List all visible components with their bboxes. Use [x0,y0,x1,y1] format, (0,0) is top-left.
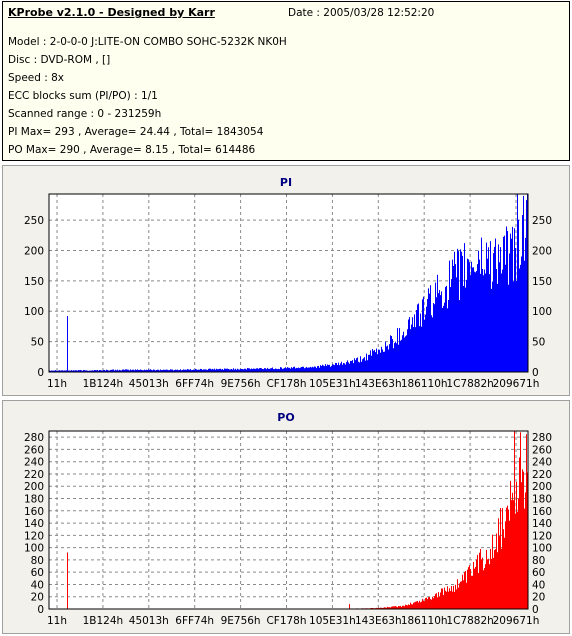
y-tick-label-left: 50 [31,337,44,349]
y-tick-label-right: 40 [532,579,545,591]
scan-date: Date : 2005/03/28 12:52:20 [288,7,435,19]
x-tick-label: 186110h [401,615,448,627]
y-tick-label-right: 160 [532,506,552,518]
y-tick-label-left: 140 [24,518,44,530]
x-tick-label: 1C7882h [446,615,493,627]
y-tick-label-left: 0 [37,604,44,616]
pi-summary: PI Max= 293 , Average= 24.44 , Total= 18… [8,126,264,138]
x-tick-label: 6FF74h [175,378,214,390]
x-tick-label: 143E63h [355,615,402,627]
x-tick-label: 9E756h [221,378,261,390]
scanned-range: Scanned range : 0 - 231259h [8,108,162,120]
y-tick-label-right: 240 [532,457,552,469]
x-tick-label: 45013h [129,615,169,627]
y-tick-label-right: 180 [532,494,552,506]
y-tick-label-right: 50 [532,337,545,349]
y-tick-label-left: 100 [24,543,44,555]
y-tick-label-left: 200 [24,245,44,257]
y-tick-label-left: 220 [24,469,44,481]
x-tick-label: CF178h [266,615,306,627]
y-tick-label-right: 0 [532,367,539,379]
po-chart-panel: PO 0 0 20 20 40 40 60 60 80 80 100 100 120 120 140 140 16… [2,400,570,634]
y-tick-label-left: 260 [24,444,44,456]
po-summary: PO Max= 290 , Average= 8.15 , Total= 614… [8,144,256,156]
y-tick-label-right: 120 [532,530,552,542]
x-tick-label: 6FF74h [175,615,214,627]
data-series [49,194,528,372]
y-tick-label-right: 250 [532,215,552,227]
y-tick-label-right: 150 [532,276,552,288]
y-tick-label-right: 280 [532,432,552,444]
x-tick-label: 9E756h [221,615,261,627]
y-tick-label-left: 250 [24,215,44,227]
y-tick-label-left: 180 [24,494,44,506]
y-tick-label-right: 60 [532,567,545,579]
pi-chart-panel: PI 0 0 50 50 100 100 150 150 200 200 250 250 11h 1B124… [2,165,570,396]
chart-title: PI [280,176,292,189]
y-tick-label-left: 20 [31,592,44,604]
y-tick-label-right: 20 [532,592,545,604]
chart-title: PO [277,411,294,424]
data-series [67,431,528,609]
y-tick-label-right: 200 [532,245,552,257]
y-tick-label-left: 150 [24,276,44,288]
info-panel: KProbe v2.1.0 - Designed by Karr Date : … [2,1,570,161]
y-tick-label-left: 280 [24,432,44,444]
x-tick-label: 45013h [129,378,169,390]
y-tick-label-left: 120 [24,530,44,542]
y-tick-label-right: 220 [532,469,552,481]
y-tick-label-left: 240 [24,457,44,469]
y-tick-label-right: 100 [532,306,552,318]
y-tick-label-left: 40 [31,579,44,591]
x-tick-label: 143E63h [355,378,402,390]
x-tick-label: 11h [47,378,67,390]
y-tick-label-right: 80 [532,555,545,567]
pi-chart: PI 0 0 50 50 100 100 150 150 200 200 250 250 11h 1B124… [24,176,552,390]
x-tick-label: 1B124h [83,615,124,627]
y-tick-label-right: 0 [532,604,539,616]
plot-border [48,193,529,373]
disc-type: Disc : DVD-ROM , [] [8,54,111,66]
x-tick-label: 209671h [493,378,540,390]
ecc-blocks: ECC blocks sum (PI/PO) : 1/1 [8,90,158,102]
drive-model: Model : 2-0-0-0 J:LITE-ON COMBO SOHC-523… [8,36,287,48]
y-tick-label-left: 200 [24,481,44,493]
app-title: KProbe v2.1.0 - Designed by Karr [8,6,215,19]
y-tick-label-left: 0 [37,367,44,379]
x-tick-label: 1C7882h [446,378,493,390]
y-tick-label-right: 200 [532,481,552,493]
y-tick-label-right: 140 [532,518,552,530]
y-tick-label-right: 260 [532,444,552,456]
y-tick-label-left: 60 [31,567,44,579]
plot-area [49,431,528,609]
scan-speed: Speed : 8x [8,72,65,84]
x-tick-label: 105E31h [309,378,356,390]
plot-border [48,430,529,610]
x-tick-label: 209671h [493,615,540,627]
y-tick-label-left: 100 [24,306,44,318]
y-tick-label-right: 100 [532,543,552,555]
x-tick-label: 1B124h [83,378,124,390]
x-tick-label: 105E31h [309,615,356,627]
y-tick-label-left: 160 [24,506,44,518]
x-tick-label: 186110h [401,378,448,390]
x-tick-label: CF178h [266,378,306,390]
x-tick-label: 11h [47,615,67,627]
y-tick-label-left: 80 [31,555,44,567]
